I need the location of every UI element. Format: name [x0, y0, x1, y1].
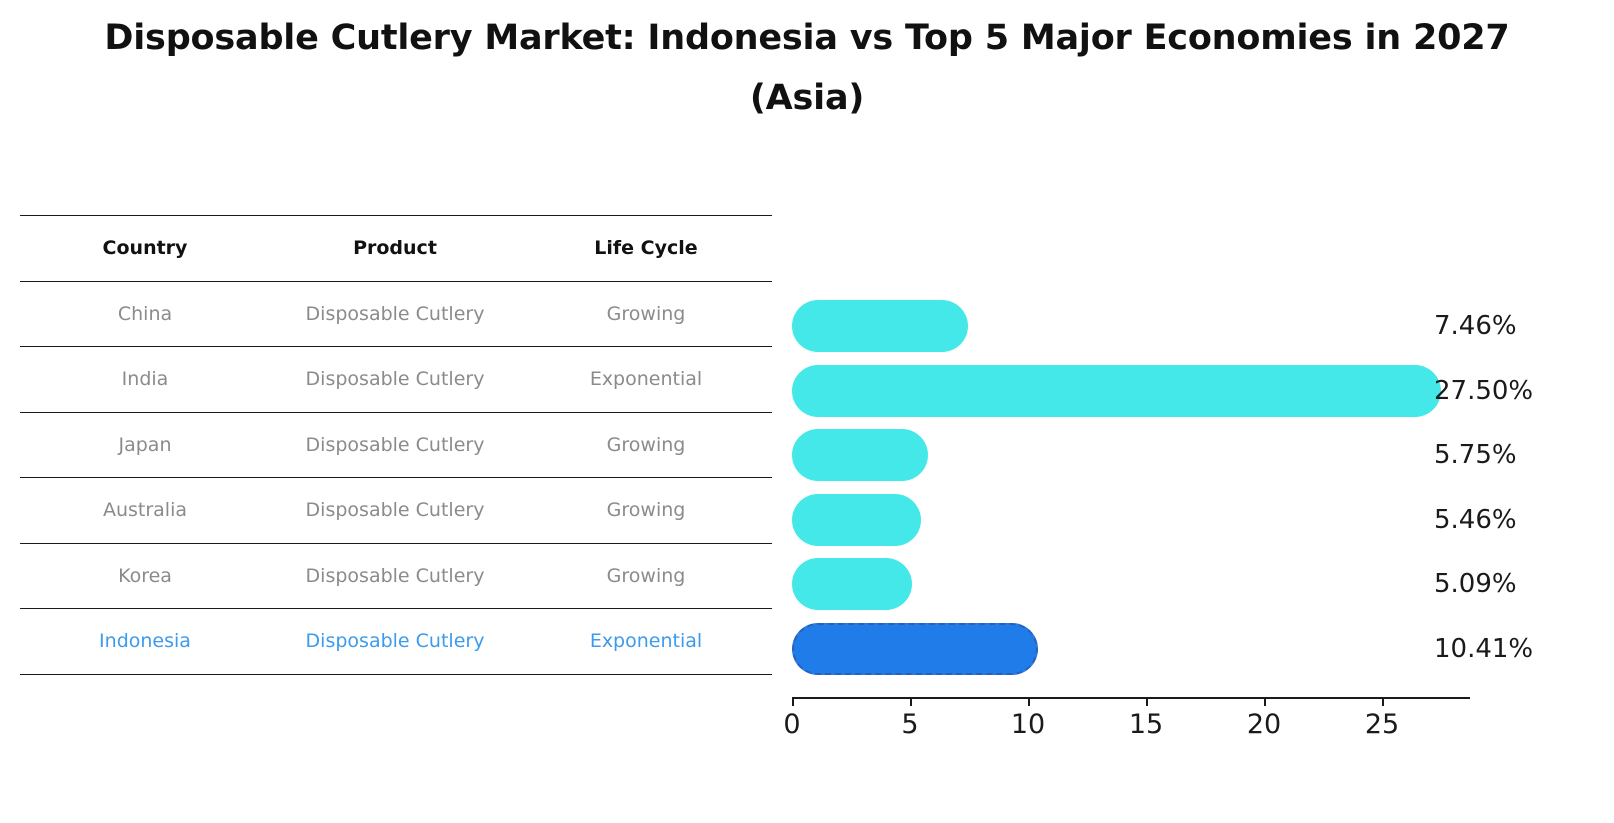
- table-header-row: Country Product Life Cycle: [20, 215, 772, 282]
- bar-korea: [792, 558, 913, 611]
- x-axis-tick: [1382, 697, 1384, 706]
- bar-indonesia: [792, 623, 1038, 675]
- x-axis-tick-label: 10: [1010, 709, 1046, 740]
- bar-china: [792, 300, 969, 352]
- table-cell-product: Disposable Cutlery: [270, 477, 520, 544]
- market-table: Country Product Life Cycle China Disposab…: [20, 215, 772, 675]
- bar-value-label: 10.41%: [1434, 634, 1534, 664]
- table-cell-product: Disposable Cutlery: [270, 280, 520, 347]
- bar-australia: [792, 493, 921, 546]
- page-title: Disposable Cutlery Market: Indonesia vs …: [0, 8, 1614, 128]
- table-row: Japan Disposable Cutlery Growing: [20, 411, 772, 478]
- column-header-life-cycle: Life Cycle: [520, 215, 772, 282]
- table-cell-life-cycle: Growing: [520, 542, 772, 609]
- table-cell-country: China: [20, 280, 270, 347]
- column-header-country: Country: [20, 215, 270, 282]
- x-axis-tick-label: 25: [1364, 709, 1400, 740]
- table-cell-country: Japan: [20, 411, 270, 478]
- table-cell-life-cycle: Exponential: [520, 608, 772, 675]
- table-cell-country: Indonesia: [20, 608, 270, 675]
- bar-value-label: 27.50%: [1434, 375, 1534, 406]
- x-axis-tick: [792, 697, 794, 706]
- table-cell-product: Disposable Cutlery: [270, 346, 520, 413]
- table-cell-country: Australia: [20, 477, 270, 544]
- x-axis-tick-label: 15: [1128, 709, 1164, 740]
- table-cell-life-cycle: Growing: [520, 477, 772, 544]
- table-cell-product: Disposable Cutlery: [270, 608, 520, 675]
- x-axis-tick: [910, 697, 912, 706]
- table-cell-product: Disposable Cutlery: [270, 542, 520, 609]
- table-row: Australia Disposable Cutlery Growing: [20, 477, 772, 544]
- bar-india: [792, 364, 1441, 417]
- bar-value-label: 5.46%: [1434, 504, 1517, 535]
- table-row: Indonesia Disposable Cutlery Exponential: [20, 608, 772, 675]
- x-axis-tick-label: 0: [783, 709, 801, 740]
- x-axis-tick: [1146, 697, 1148, 706]
- x-axis-line: [792, 697, 1470, 699]
- x-axis-tick: [1028, 697, 1030, 706]
- table-cell-life-cycle: Growing: [520, 280, 772, 347]
- table-cell-product: Disposable Cutlery: [270, 411, 520, 478]
- table-row: Korea Disposable Cutlery Growing: [20, 542, 772, 609]
- market-table-panel: Country Product Life Cycle China Disposab…: [20, 215, 772, 675]
- table-cell-country: India: [20, 346, 270, 413]
- table-row: China Disposable Cutlery Growing: [20, 280, 772, 347]
- market-table-body: China Disposable Cutlery Growing India Dispo…: [20, 280, 772, 675]
- x-axis-tick-label: 20: [1246, 709, 1282, 740]
- table-cell-country: Korea: [20, 542, 270, 609]
- column-header-product: Product: [270, 215, 520, 282]
- bar-value-label: 5.75%: [1434, 440, 1517, 471]
- table-cell-life-cycle: Exponential: [520, 346, 772, 413]
- bar-value-label: 7.46%: [1434, 311, 1517, 341]
- x-axis-tick-label: 5: [901, 709, 919, 740]
- table-row: India Disposable Cutlery Exponential: [20, 346, 772, 413]
- table-cell-life-cycle: Growing: [520, 411, 772, 478]
- bar-value-label: 5.09%: [1434, 569, 1517, 600]
- page-title-line2: (Asia): [749, 78, 865, 119]
- bar-japan: [792, 429, 928, 482]
- x-axis-tick: [1264, 697, 1266, 706]
- page-title-line1: Disposable Cutlery Market: Indonesia vs …: [104, 18, 1510, 58]
